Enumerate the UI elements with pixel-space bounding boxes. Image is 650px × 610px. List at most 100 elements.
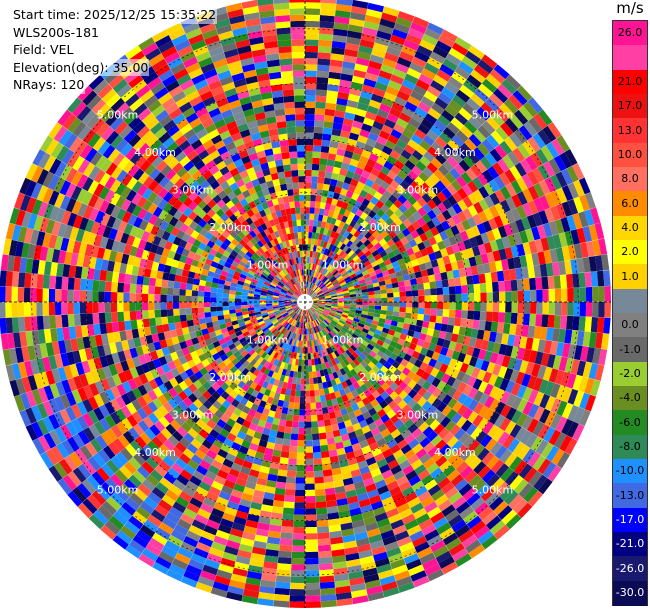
velocity-gate xyxy=(539,195,550,210)
velocity-gate xyxy=(389,256,398,264)
velocity-gate xyxy=(349,354,356,362)
velocity-gate xyxy=(426,267,435,276)
velocity-gate xyxy=(425,245,435,255)
velocity-gate xyxy=(305,58,318,65)
velocity-gate xyxy=(414,271,423,279)
velocity-gate xyxy=(310,269,314,277)
velocity-gate xyxy=(191,296,198,302)
velocity-gate xyxy=(422,213,432,224)
velocity-gate xyxy=(572,374,583,391)
velocity-gate xyxy=(203,296,211,302)
velocity-gate xyxy=(426,129,439,142)
velocity-gate xyxy=(369,271,377,277)
velocity-gate xyxy=(322,413,330,421)
velocity-gate xyxy=(324,203,332,211)
velocity-gate xyxy=(454,163,466,176)
velocity-gate xyxy=(471,367,481,379)
velocity-gate xyxy=(347,283,354,288)
velocity-gate xyxy=(307,288,310,295)
velocity-gate xyxy=(86,279,94,291)
velocity-gate xyxy=(426,22,444,35)
velocity-gate xyxy=(314,312,319,318)
velocity-gate xyxy=(323,310,330,315)
velocity-gate xyxy=(294,508,305,515)
velocity-gate xyxy=(391,235,401,244)
velocity-gate xyxy=(535,439,549,455)
velocity-gate xyxy=(326,90,339,98)
velocity-gate xyxy=(349,158,359,167)
velocity-gate xyxy=(427,57,443,70)
velocity-gate xyxy=(412,374,422,384)
velocity-gate xyxy=(305,287,308,295)
velocity-gate xyxy=(374,268,382,275)
velocity-gate xyxy=(317,214,324,222)
velocity-gate xyxy=(513,256,522,269)
velocity-gate xyxy=(505,380,516,394)
velocity-gate xyxy=(305,107,315,115)
velocity-gate xyxy=(353,200,362,209)
velocity-gate xyxy=(312,151,321,159)
velocity-gate xyxy=(598,302,605,318)
velocity-gate xyxy=(333,282,340,288)
velocity-gate xyxy=(310,291,315,297)
velocity-gate xyxy=(430,308,437,316)
velocity-gate xyxy=(519,255,528,268)
velocity-gate xyxy=(309,290,314,296)
velocity-gate xyxy=(154,294,161,302)
velocity-gate xyxy=(337,340,344,347)
velocity-gate xyxy=(334,16,350,25)
velocity-gate xyxy=(355,290,362,294)
velocity-gate xyxy=(340,162,350,171)
velocity-gate xyxy=(361,340,369,347)
velocity-gate xyxy=(309,219,314,227)
velocity-gate xyxy=(366,158,377,168)
velocity-gate xyxy=(405,361,415,371)
velocity-gate xyxy=(317,292,324,297)
velocity-gate xyxy=(361,123,373,133)
velocity-gate xyxy=(579,409,591,427)
velocity-gate xyxy=(461,293,469,302)
velocity-gate xyxy=(374,305,382,310)
velocity-gate xyxy=(414,176,425,187)
velocity-gate xyxy=(412,296,419,302)
velocity-gate xyxy=(323,228,329,236)
velocity-gate xyxy=(319,299,326,302)
velocity-gate xyxy=(592,239,602,256)
velocity-gate xyxy=(179,314,187,322)
velocity-gate xyxy=(342,156,352,165)
velocity-gate xyxy=(561,246,571,261)
velocity-gate xyxy=(129,311,137,321)
velocity-gate xyxy=(305,70,317,77)
velocity-gate xyxy=(357,225,365,233)
velocity-gate xyxy=(576,227,586,244)
velocity-gate xyxy=(528,240,538,254)
velocity-gate xyxy=(361,257,369,264)
velocity-gate xyxy=(310,276,314,283)
velocity-gate xyxy=(327,325,333,331)
velocity-gate xyxy=(324,235,331,243)
velocity-gate xyxy=(585,287,593,302)
velocity-gate xyxy=(498,365,508,379)
velocity-gate xyxy=(397,258,406,266)
velocity-gate xyxy=(503,269,511,281)
velocity-gate xyxy=(310,292,316,297)
velocity-gate xyxy=(307,281,310,289)
velocity-gate xyxy=(403,279,411,287)
velocity-gate xyxy=(387,345,396,353)
velocity-gate xyxy=(330,217,337,225)
velocity-gate xyxy=(456,175,468,188)
velocity-gate xyxy=(513,129,528,144)
velocity-gate xyxy=(401,228,411,237)
velocity-gate xyxy=(507,257,516,270)
velocity-gate xyxy=(305,520,317,528)
velocity-gate xyxy=(361,169,371,179)
velocity-gate xyxy=(368,152,379,163)
velocity-gate xyxy=(166,302,173,310)
velocity-gate xyxy=(482,469,496,484)
velocity-gate xyxy=(339,281,347,287)
velocity-gate xyxy=(337,295,344,299)
velocity-gate xyxy=(382,270,390,277)
velocity-gate xyxy=(484,195,495,208)
velocity-gate xyxy=(449,424,461,436)
